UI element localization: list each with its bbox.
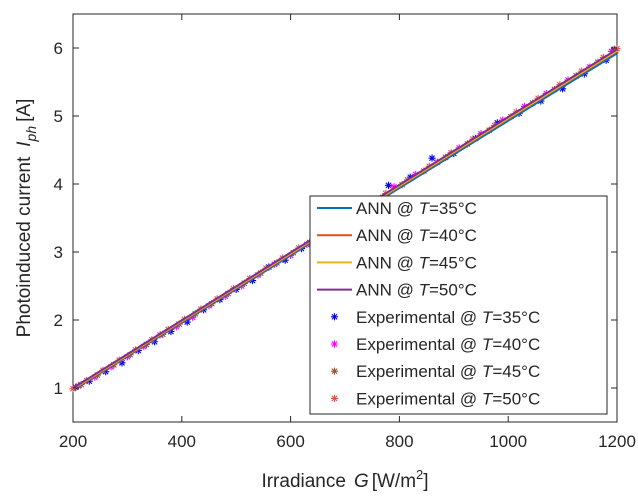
y-tick-label: 4 (54, 175, 63, 194)
y-axis-label-main: Photoinduced current (14, 156, 35, 337)
data-point (384, 181, 393, 189)
legend-item: Experimental @ T=35°C (330, 308, 540, 327)
legend-item: Experimental @ T=40°C (330, 335, 540, 354)
legend-marker-swatch (330, 394, 339, 402)
data-point (102, 368, 110, 376)
data-point (183, 318, 191, 326)
y-tick-label: 1 (54, 379, 63, 398)
data-point (607, 47, 616, 55)
x-tick-label: 1000 (489, 432, 527, 451)
y-axis-label-symbol-sub: ph (23, 126, 39, 143)
legend-marker-swatch (330, 367, 339, 375)
x-tick-label: 200 (59, 432, 87, 451)
x-axis-label-symbol: G (354, 471, 369, 492)
legend-item: ANN @ T=40°C (317, 226, 477, 245)
legend-marker-swatch (330, 340, 339, 348)
legend-item: ANN @ T=35°C (317, 199, 477, 218)
y-axis-label: Photoinduced current Iph [A] (14, 99, 39, 338)
y-tick-label: 2 (54, 311, 63, 330)
x-tick-label: 400 (168, 432, 196, 451)
data-point (428, 154, 436, 162)
legend-label: Experimental @ T=45°C (356, 362, 540, 381)
x-tick-label: 800 (385, 432, 413, 451)
x-axis-label-unit-sup: 2 (416, 467, 423, 482)
legend-label: Experimental @ T=40°C (356, 335, 540, 354)
x-axis-label: Irradiance G [W/m2] (261, 467, 428, 492)
x-tick-label: 600 (276, 432, 304, 451)
y-tick-label: 6 (54, 39, 63, 58)
data-point (613, 45, 621, 53)
legend-item: ANN @ T=45°C (317, 253, 477, 272)
x-tick-label: 1200 (598, 432, 636, 451)
data-point (118, 359, 126, 367)
data-point (390, 183, 398, 191)
data-point (559, 85, 567, 93)
y-axis-label-unit: [A] (14, 99, 35, 122)
legend-item: Experimental @ T=50°C (330, 389, 540, 408)
legend-label: Experimental @ T=35°C (356, 308, 540, 327)
legend-box (309, 195, 608, 415)
x-axis-label-main: Irradiance (261, 471, 346, 492)
legend-label: Experimental @ T=50°C (356, 389, 540, 408)
legend-item: Experimental @ T=45°C (330, 362, 540, 381)
x-axis-label-unit: [W/m (372, 471, 416, 492)
legend-marker-swatch (330, 313, 339, 321)
x-axis-ticks: 200 400 600 800 1000 1200 (59, 14, 636, 451)
legend-item: ANN @ T=50°C (317, 281, 477, 300)
legend-label: ANN @ T=50°C (356, 281, 477, 300)
y-tick-label: 3 (54, 243, 63, 262)
data-point (85, 377, 93, 385)
data-point (189, 313, 197, 321)
legend-label: ANN @ T=35°C (356, 199, 477, 218)
y-axis-ticks: 1 2 3 4 5 6 (54, 39, 617, 398)
y-tick-label: 5 (54, 107, 63, 126)
legend: ANN @ T=35°C ANN @ T=40°C ANN @ T=45°C ANN … (309, 195, 608, 415)
legend-label: ANN @ T=40°C (356, 226, 477, 245)
x-axis-label-unit-suffix: ] (423, 471, 428, 492)
y-axis-label-symbol: I (14, 141, 35, 147)
legend-items: ANN @ T=35°C ANN @ T=40°C ANN @ T=45°C ANN … (317, 199, 540, 408)
legend-label: ANN @ T=45°C (356, 253, 477, 272)
